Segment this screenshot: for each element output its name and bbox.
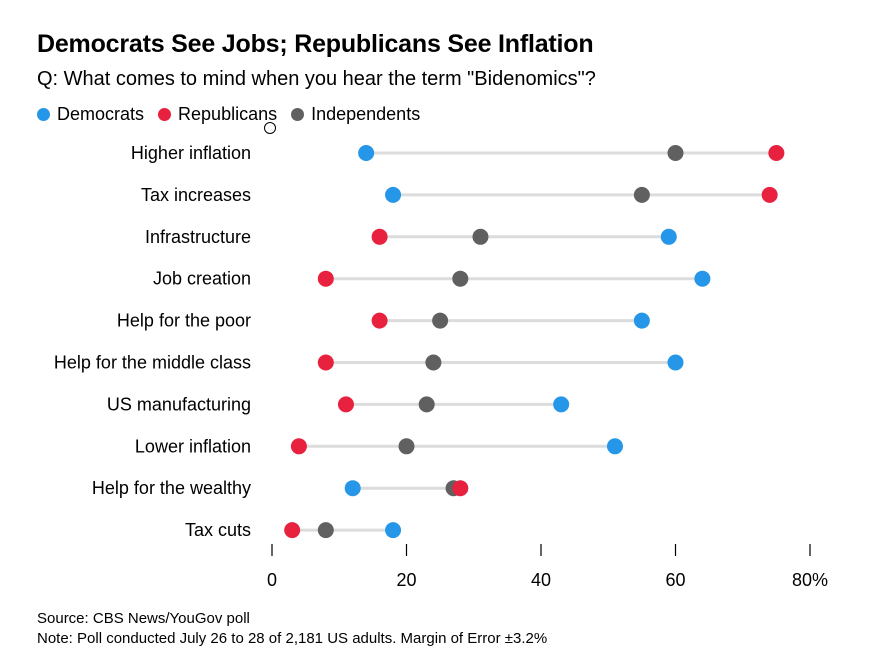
dot-democrats-tax-cuts: [385, 522, 402, 539]
dot-independents-tax-cuts: [317, 522, 334, 539]
dot-independents-higher-inflation: [667, 145, 684, 161]
legend-label-independents: Independents: [311, 103, 421, 124]
category-label-help-for-the-middle-class: Help for the middle class: [54, 353, 251, 373]
dot-democrats-tax-increases: [385, 186, 402, 203]
dot-independents-tax-increases: [633, 186, 650, 203]
category-label-lower-inflation: Lower inflation: [135, 436, 251, 456]
legend-item-independents: Independents: [291, 104, 420, 125]
dot-democrats-help-for-the-wealthy: [344, 480, 361, 497]
dot-independents-job-creation: [452, 270, 469, 287]
dot-republicans-help-for-the-wealthy: [452, 480, 469, 497]
category-label-us-manufacturing: US manufacturing: [107, 394, 251, 414]
x-tick-label-80: 80%: [792, 570, 828, 590]
dot-democrats-infrastructure: [660, 228, 677, 245]
dot-democrats-us-manufacturing: [553, 396, 570, 413]
legend-item-democrats: Democrats: [37, 104, 144, 125]
category-label-job-creation: Job creation: [153, 269, 251, 289]
category-label-tax-cuts: Tax cuts: [185, 520, 251, 540]
dot-republicans-help-for-the-poor: [371, 312, 388, 329]
x-tick-label-40: 40: [531, 570, 551, 590]
dot-republicans-infrastructure: [371, 228, 388, 245]
legend-swatch-independents: [291, 107, 305, 121]
dot-independents-help-for-the-middle-class: [425, 354, 442, 371]
dot-republicans-higher-inflation: [768, 145, 785, 161]
chart-subtitle: Q: What comes to mind when you hear the …: [37, 68, 596, 90]
dot-republicans-tax-increases: [761, 186, 778, 203]
mouse-cursor-icon: [264, 122, 276, 134]
dot-plot: Higher inflation Tax increases Infrastruct…: [54, 143, 828, 590]
dot-republicans-us-manufacturing: [337, 396, 354, 413]
x-tick-label-20: 20: [396, 570, 416, 590]
chart-title: Democrats See Jobs; Republicans See Infl…: [37, 30, 594, 58]
legend-label-democrats: Democrats: [57, 103, 145, 124]
legend: Democrats Republicans Independents: [37, 102, 420, 126]
category-label-help-for-the-poor: Help for the poor: [117, 311, 251, 331]
x-tick-label-0: 0: [267, 570, 277, 590]
category-label-help-for-the-wealthy: Help for the wealthy: [92, 478, 251, 498]
dot-republicans-help-for-the-middle-class: [317, 354, 334, 371]
dot-democrats-lower-inflation: [606, 438, 623, 455]
dot-democrats-job-creation: [694, 270, 711, 287]
source-note: Source: CBS News/YouGov poll: [37, 610, 250, 627]
category-label-tax-increases: Tax increases: [141, 185, 251, 205]
dot-independents-help-for-the-poor: [432, 312, 449, 329]
category-label-infrastructure: Infrastructure: [145, 227, 251, 247]
dot-republicans-job-creation: [317, 270, 334, 287]
dot-republicans-lower-inflation: [290, 438, 307, 455]
poll-note: Note: Poll conducted July 26 to 28 of 2,…: [37, 630, 548, 647]
dot-democrats-help-for-the-middle-class: [667, 354, 684, 371]
dot-democrats-help-for-the-poor: [633, 312, 650, 329]
dot-independents-infrastructure: [472, 228, 489, 245]
legend-label-republicans: Republicans: [178, 103, 278, 124]
dot-republicans-tax-cuts: [284, 522, 301, 539]
dot-independents-lower-inflation: [398, 438, 415, 455]
legend-item-republicans: Republicans: [158, 104, 277, 125]
x-tick-label-60: 60: [665, 570, 685, 590]
chart-footer: Source: CBS News/YouGov poll Note: Poll …: [37, 609, 547, 649]
dot-democrats-higher-inflation: [358, 145, 375, 161]
legend-swatch-republicans: [158, 107, 172, 121]
legend-swatch-democrats: [37, 107, 50, 121]
category-label-higher-inflation: Higher inflation: [131, 143, 251, 163]
dot-independents-us-manufacturing: [418, 396, 435, 413]
